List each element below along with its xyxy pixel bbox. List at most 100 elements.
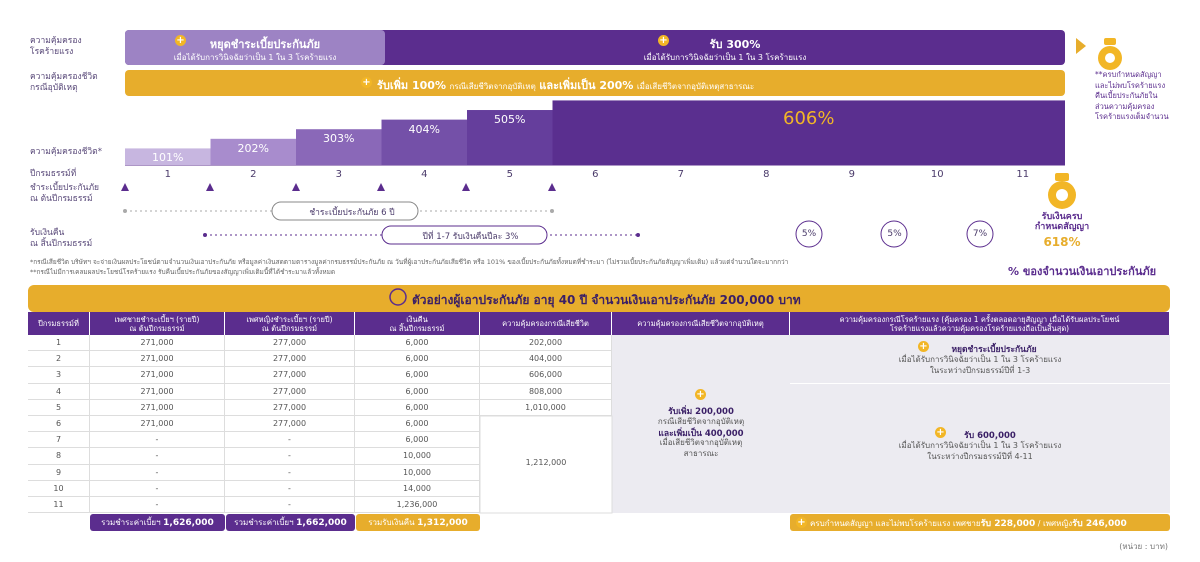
coverage-step xyxy=(125,148,211,165)
step-label: 404% xyxy=(408,122,440,136)
ci-cell-title: หยุดชำระเบี้ยประกันภัย xyxy=(951,345,1037,355)
maturity-total-text: ครบกำหนดสัญญา และไม่พบโรคร้ายแรง เพศชาย xyxy=(810,519,981,528)
total-label: รวมรับเงินคืน xyxy=(368,518,415,527)
row-label: ชำระเบี้ยประกันภัย ณ ต้นปีกรมธรรม์ xyxy=(30,183,100,204)
table-cell: 9 xyxy=(28,464,90,481)
table-cell: 277,000 xyxy=(225,399,355,416)
accident-cell-line: กรณีเสียชีวิตจากอุบัติเหตุ xyxy=(657,417,745,426)
table-cell: 4 xyxy=(28,383,90,400)
table-cell: 1 xyxy=(28,335,90,352)
table-cell: 808,000 xyxy=(480,383,612,400)
step-label: 505% xyxy=(494,113,526,127)
table-header: เพศหญิงชำระเบี้ยฯ (รายปี) ณ ต้นปีกรมธรรม… xyxy=(225,312,355,335)
total-bar xyxy=(90,514,225,531)
death-merged-cell xyxy=(479,415,613,514)
maturity-total-bar xyxy=(790,514,1170,531)
row-label: ความคุ้มครองชีวิต กรณีอุบัติเหตุ xyxy=(30,72,98,93)
total: รวมรับเงินคืน 1,312,000 xyxy=(356,516,480,529)
ci-bottom-cell xyxy=(790,384,1170,513)
ci-top-cell xyxy=(790,335,1170,383)
accident-a: รับเพิ่ม 100% xyxy=(377,79,446,92)
refund-circle xyxy=(795,220,823,248)
coverage-step xyxy=(210,138,296,165)
table-cell: 6,000 xyxy=(355,416,480,433)
table-header: ความคุ้มครองกรณีเสียชีวิตจากอุบัติเหตุ xyxy=(612,312,790,335)
money-bag-maturity xyxy=(1048,173,1076,209)
premium-pill-text: ชำระเบี้ยประกันภัย 6 ปี xyxy=(309,208,395,218)
table-cell: 6,000 xyxy=(355,383,480,400)
year-number: 11 xyxy=(1016,169,1030,180)
row-label: ปีกรมธรรม์ที่ xyxy=(30,169,77,179)
plus-icon: + xyxy=(175,35,186,46)
ci-left-sub: เมื่อได้รับการวินิจฉัยว่าเป็น 1 ใน 3 โรค… xyxy=(173,53,337,62)
refund-circle-text: 5% xyxy=(801,229,817,239)
accident-text: รับเพิ่ม 100% กรณีเสียชีวิตจากอุบัติเหตุ… xyxy=(377,76,754,94)
table-cell: 271,000 xyxy=(90,367,225,384)
premium-pill xyxy=(271,201,419,221)
year-number: 7 xyxy=(677,169,684,180)
table-cell: 277,000 xyxy=(225,367,355,384)
table-cell: 1,010,000 xyxy=(480,399,612,416)
table-cell: 271,000 xyxy=(90,383,225,400)
row-label: รับเงินคืน ณ สิ้นปีกรมธรรม์ xyxy=(30,228,93,249)
maturity-total-female: รับ 246,000 xyxy=(1072,519,1127,529)
refund-circle-text: 7% xyxy=(972,229,988,239)
coverage-step xyxy=(552,100,1065,165)
table-cell: 404,000 xyxy=(480,351,612,368)
table-cell: 7 xyxy=(28,432,90,449)
step-label: 202% xyxy=(237,141,269,155)
table-cell: 6,000 xyxy=(355,432,480,449)
table-cell: 6,000 xyxy=(355,351,480,368)
table-cell: 2 xyxy=(28,351,90,368)
plus-icon: + xyxy=(796,517,807,528)
table-cell: 271,000 xyxy=(90,399,225,416)
table-cell: 8 xyxy=(28,448,90,465)
year-number: 10 xyxy=(930,169,944,180)
payment-triangles xyxy=(121,183,556,191)
total-label: รวมชำระค่าเบี้ยฯ xyxy=(234,518,294,527)
table-cell: - xyxy=(225,497,355,514)
table-cell: - xyxy=(225,448,355,465)
table-cell: - xyxy=(225,464,355,481)
table-header: ปีกรมธรรม์ที่ xyxy=(28,312,90,335)
table-header: เพศชายชำระเบี้ยฯ (รายปี) ณ ต้นปีกรมธรรม์ xyxy=(90,312,225,335)
table-cell: 271,000 xyxy=(90,335,225,352)
refund-pill-text: ปีที่ 1-7 รับเงินคืนปีละ 3% xyxy=(422,232,519,242)
year-number: 2 xyxy=(250,169,257,180)
table-cell: - xyxy=(90,497,225,514)
table-cell: 14,000 xyxy=(355,480,480,497)
year-number: 1 xyxy=(164,169,171,180)
refund-pill xyxy=(381,225,548,245)
ci-cell-title: รับ 600,000 xyxy=(964,431,1016,441)
accident-c: และเพิ่มเป็น 200% xyxy=(539,79,634,92)
maturity-label: รับเงินครบ กำหนดสัญญา xyxy=(1034,212,1090,232)
row-label: ความคุ้มครองชีวิต* xyxy=(30,147,102,157)
maturity-total-male: รับ 228,000 xyxy=(980,519,1036,529)
table-cell: 6,000 xyxy=(355,367,480,384)
table-cell: 277,000 xyxy=(225,383,355,400)
table-header: เงินคืน ณ สิ้นปีกรมธรรม์ xyxy=(355,312,480,335)
ci-right-title: รับ 300% xyxy=(709,38,761,51)
unit-note: (หน่วย : บาท) xyxy=(1119,542,1168,551)
step-label: 303% xyxy=(323,132,355,146)
total-value: 1,312,000 xyxy=(417,518,468,528)
total-label: รวมชำระค่าเบี้ยฯ xyxy=(101,518,161,527)
step-label: 101% xyxy=(152,151,184,165)
table-title-bar xyxy=(28,285,1170,312)
accident-b: กรณีเสียชีวิตจากอุบัติเหตุ xyxy=(449,82,536,91)
ci-cell-sub: เมื่อได้รับการวินิจฉัยว่าเป็น 1 ใน 3 โรค… xyxy=(898,441,1062,461)
table-cell: 6 xyxy=(28,416,90,433)
unit-caption: % ของจำนวนเงินเอาประกันภัย xyxy=(1008,265,1157,278)
table-cell: - xyxy=(225,432,355,449)
table-cell: 11 xyxy=(28,497,90,514)
accident-cell-line: เมื่อเสียชีวิตจากอุบัติเหตุ สาธารณะ xyxy=(659,438,743,458)
refund-circle-text: 5% xyxy=(887,229,902,239)
accident-cell-title: รับเพิ่ม 200,000 xyxy=(668,407,734,417)
table-cell: 5 xyxy=(28,399,90,416)
refund-circle xyxy=(880,220,908,248)
total: รวมชำระค่าเบี้ยฯ 1,626,000 xyxy=(90,516,225,529)
accident-d: เมื่อเสียชีวิตจากอุบัติเหตุสาธารณะ xyxy=(636,82,755,91)
refund-circle xyxy=(966,220,994,248)
table-cell: - xyxy=(90,480,225,497)
